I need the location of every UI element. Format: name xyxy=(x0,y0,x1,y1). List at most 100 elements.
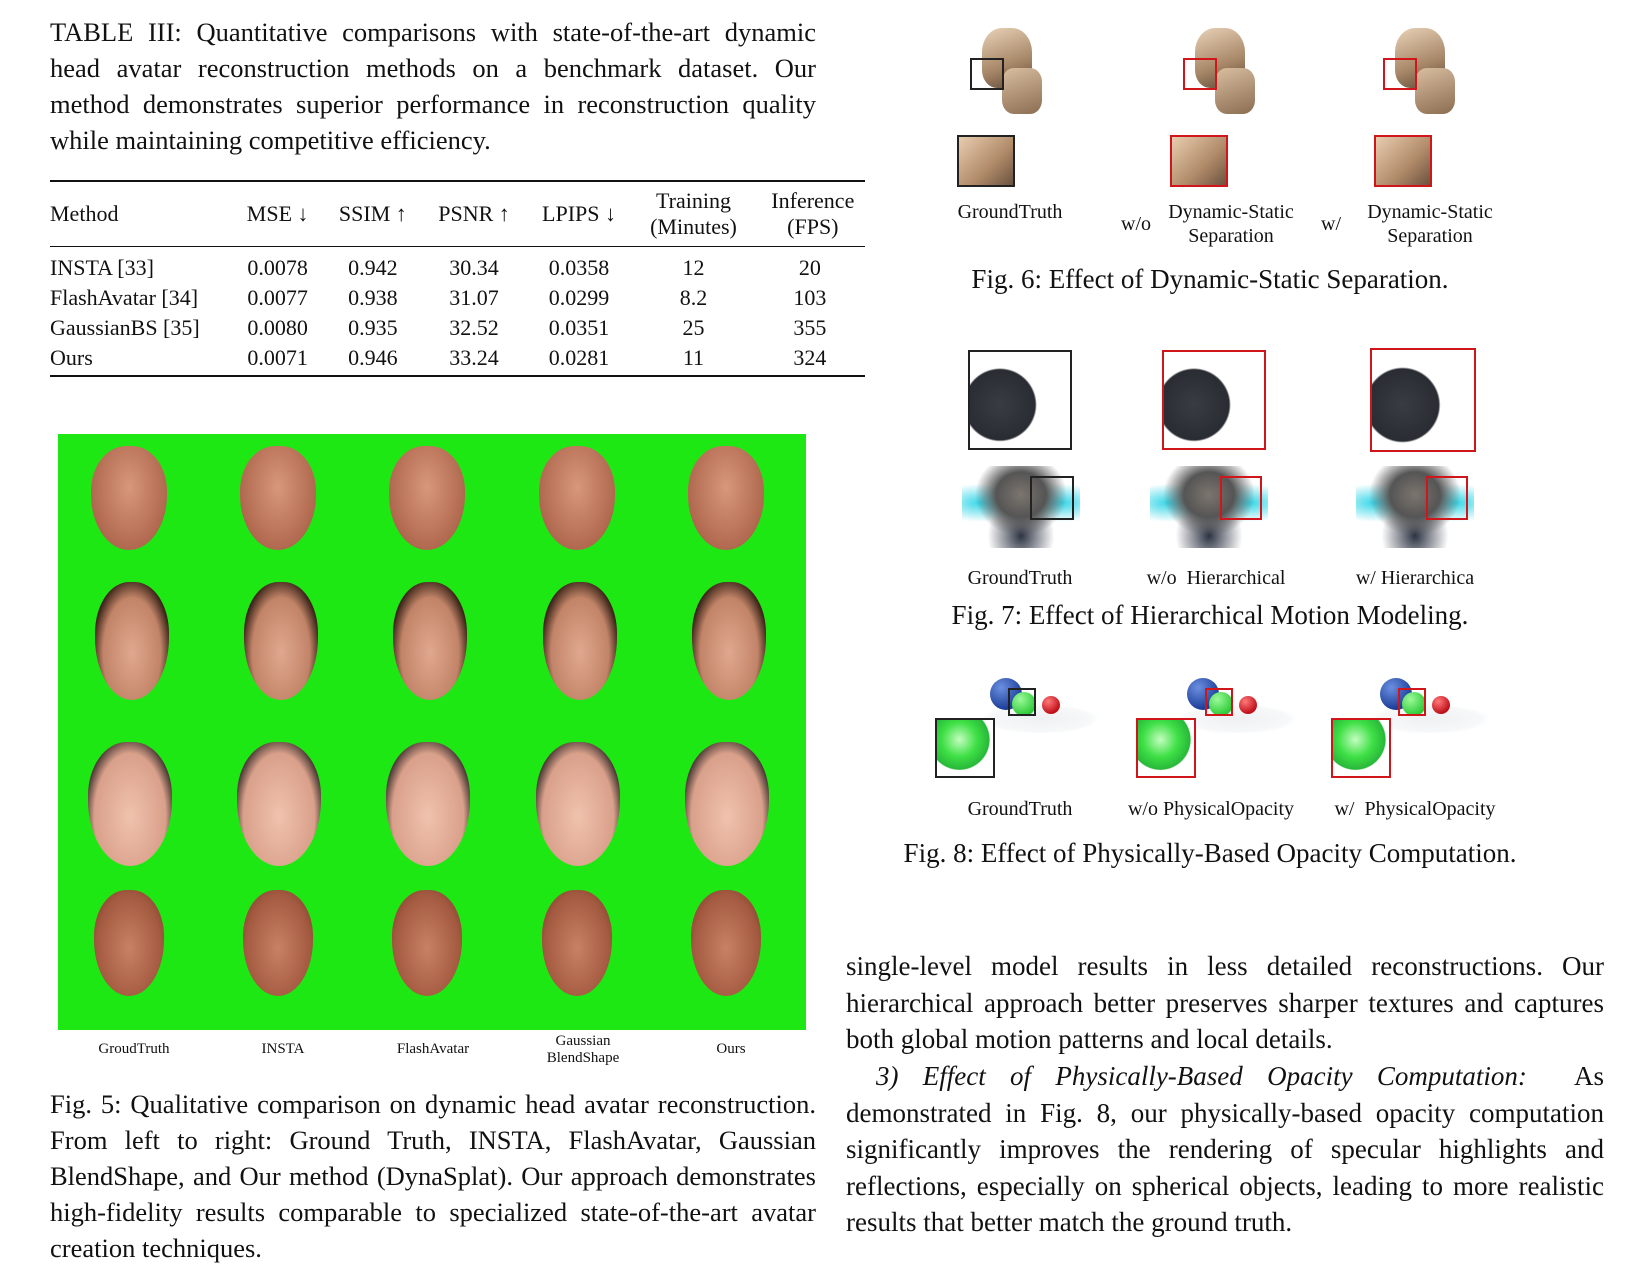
sphere-zoom-with xyxy=(1331,718,1391,778)
section-heading: 3) Effect of Physically-Based Opacity Co… xyxy=(876,1061,1527,1091)
face-thumbnail xyxy=(95,582,169,700)
cell-lpips: 0.0351 xyxy=(548,315,610,340)
fig7-zoom-without xyxy=(1162,350,1266,450)
face-thumbnail xyxy=(91,446,167,550)
col-inference: Inference (FPS) xyxy=(755,182,865,247)
fig5-label-groundtruth: GroudTruth xyxy=(98,1041,170,1057)
fig8-label-wo: w/o PhysicalOpacity xyxy=(1127,798,1295,820)
col-inference-line1: Inference xyxy=(771,188,855,213)
body-paragraph-2-text: As demonstrated in Fig. 8, our physicall… xyxy=(846,1061,1604,1237)
face-thumbnail xyxy=(692,582,766,700)
robot-render-groundtruth xyxy=(962,28,1058,118)
cell-psnr: 30.34 xyxy=(449,255,499,280)
face-thumbnail xyxy=(688,446,764,550)
cell-ssim: 0.935 xyxy=(348,315,398,340)
fig6-label-groundtruth: GroundTruth xyxy=(957,201,1063,223)
face-thumbnail xyxy=(386,742,470,866)
face-thumbnail xyxy=(539,446,615,550)
fig6-method-line1: Dynamic-Static xyxy=(1367,201,1493,223)
table-row: FlashAvatar [34] 0.0077 0.938 31.07 0.02… xyxy=(50,283,865,313)
cell-method: Ours xyxy=(50,345,93,370)
cell-psnr: 32.52 xyxy=(449,315,499,340)
col-inference-line2: (FPS) xyxy=(787,214,839,239)
fig6-method-line2: Separation xyxy=(1188,225,1274,247)
cell-training: 12 xyxy=(682,255,705,280)
face-thumbnail xyxy=(88,742,172,866)
table-caption: TABLE III: Quantitative comparisons with… xyxy=(50,17,816,155)
fig7-zoom-with xyxy=(1370,348,1476,452)
fig6-label-method-w: Dynamic-Static Separation xyxy=(1350,200,1510,248)
fig5-label-ours: Ours xyxy=(716,1041,746,1057)
results-table: Method MSE ↓ SSIM ↑ PSNR ↑ LPIPS ↓ Train… xyxy=(50,180,865,377)
face-thumbnail xyxy=(243,890,313,996)
fig6-caption: Fig. 6: Effect of Dynamic-Static Separat… xyxy=(971,264,1449,294)
sphere-zoom-without xyxy=(1136,718,1196,778)
fig5-label-gaussian-line1: Gaussian xyxy=(555,1033,611,1049)
monster-render-with xyxy=(1356,466,1474,548)
table-row: INSTA [33] 0.0078 0.942 30.34 0.0358 12 … xyxy=(50,247,865,284)
fig6-method-line2: Separation xyxy=(1387,225,1473,247)
cell-lpips: 0.0358 xyxy=(548,255,610,280)
fig5-label-flashavatar: FlashAvatar xyxy=(396,1041,470,1057)
cell-method: INSTA [33] xyxy=(50,255,154,280)
face-thumbnail xyxy=(94,890,164,996)
cell-method: FlashAvatar [34] xyxy=(50,285,199,310)
col-lpips: LPIPS ↓ xyxy=(542,201,617,226)
face-thumbnail xyxy=(543,582,617,700)
fig7-label-w: w/ Hierarchica xyxy=(1355,567,1475,589)
fig5-label-gaussian-line2: BlendShape xyxy=(546,1050,620,1066)
sphere-zoom-groundtruth xyxy=(935,718,995,778)
cell-lpips: 0.0299 xyxy=(548,285,610,310)
sphere-scene-without xyxy=(1177,678,1297,738)
col-training-line1: Training xyxy=(655,188,731,213)
face-thumbnail xyxy=(389,446,465,550)
cell-method: GaussianBS [35] xyxy=(50,315,200,340)
fig6-label-wo: w/o xyxy=(1121,213,1151,235)
cell-inference: 355 xyxy=(793,315,827,340)
fig5-caption: Fig. 5: Qualitative comparison on dynami… xyxy=(50,1089,816,1263)
fig5-label-gaussian: Gaussian BlendShape xyxy=(523,1033,643,1067)
face-thumbnail xyxy=(691,890,761,996)
robot-render-with xyxy=(1375,28,1471,118)
cell-ssim: 0.942 xyxy=(348,255,398,280)
fig8-caption: Fig. 8: Effect of Physically-Based Opaci… xyxy=(903,838,1517,868)
sphere-scene-groundtruth xyxy=(980,678,1100,738)
face-thumbnail xyxy=(244,582,318,700)
col-mse: MSE ↓ xyxy=(246,201,309,226)
col-psnr: PSNR ↑ xyxy=(438,201,510,226)
robot-render-without xyxy=(1175,28,1271,118)
table-row: Ours 0.0071 0.946 33.24 0.0281 11 324 xyxy=(50,343,865,375)
face-thumbnail xyxy=(237,742,321,866)
cell-mse: 0.0080 xyxy=(247,315,308,340)
fig7-label-wo: w/o Hierarchical xyxy=(1146,567,1286,589)
cell-ssim: 0.946 xyxy=(348,345,398,370)
face-thumbnail xyxy=(542,890,612,996)
cell-psnr: 33.24 xyxy=(449,345,499,370)
cell-lpips: 0.0281 xyxy=(548,345,610,370)
cell-ssim: 0.938 xyxy=(348,285,398,310)
zoom-crop-groundtruth xyxy=(957,135,1015,187)
fig6-label-method-wo: Dynamic-Static Separation xyxy=(1156,200,1306,248)
face-thumbnail xyxy=(685,742,769,866)
col-method: Method xyxy=(50,201,119,226)
fig6-label-w: w/ xyxy=(1321,213,1341,235)
fig8-label-groundtruth: GroundTruth xyxy=(967,798,1073,820)
cell-inference: 324 xyxy=(793,345,827,370)
cell-training: 25 xyxy=(682,315,705,340)
face-thumbnail xyxy=(536,742,620,866)
col-training: Training (Minutes) xyxy=(632,182,754,247)
fig7-label-groundtruth: GroundTruth xyxy=(967,567,1073,589)
cell-mse: 0.0077 xyxy=(247,285,308,310)
fig7-zoom-groundtruth xyxy=(968,350,1072,450)
fig8-label-w: w/ PhysicalOpacity xyxy=(1334,798,1496,820)
cell-mse: 0.0078 xyxy=(247,255,308,280)
fig5-label-insta: INSTA xyxy=(261,1041,305,1057)
zoom-crop-with xyxy=(1374,135,1432,187)
table-row: GaussianBS [35] 0.0080 0.935 32.52 0.035… xyxy=(50,313,865,343)
fig7-caption: Fig. 7: Effect of Hierarchical Motion Mo… xyxy=(951,600,1469,630)
zoom-crop-without xyxy=(1170,135,1228,187)
face-thumbnail xyxy=(393,582,467,700)
sphere-scene-with xyxy=(1370,678,1490,738)
monster-render-groundtruth xyxy=(962,466,1080,548)
face-thumbnail xyxy=(240,446,316,550)
